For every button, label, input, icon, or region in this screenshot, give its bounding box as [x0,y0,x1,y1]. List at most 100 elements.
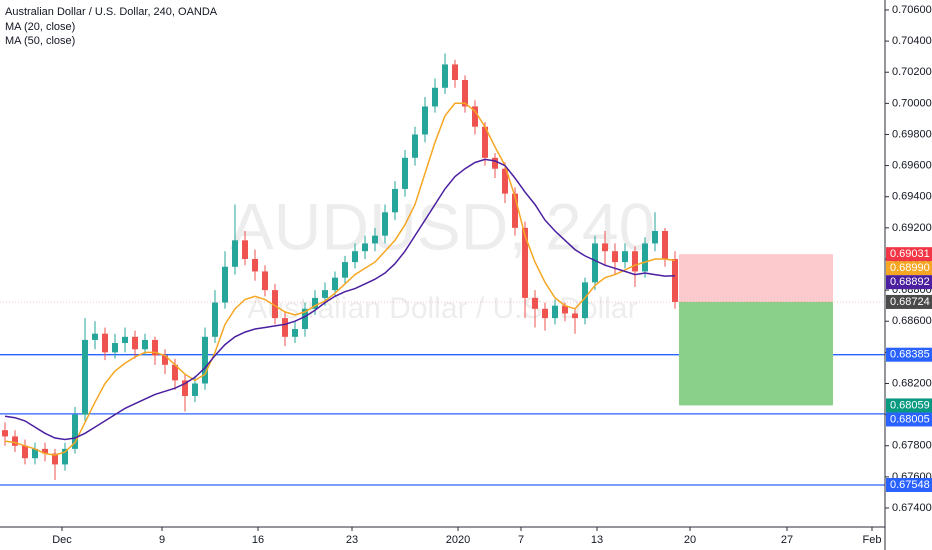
candle-body [32,448,38,459]
price-tag-label: 0.68724 [890,296,930,308]
candle-body [352,251,358,263]
candle-body [622,251,628,263]
x-tick-label: 20 [684,534,696,546]
candle-body [212,302,218,337]
candle-body [372,235,378,244]
candle-body [12,436,18,446]
price-tag [886,347,932,362]
candle-body [282,318,288,337]
candle-body [502,168,508,194]
candle-body [222,266,228,303]
x-tick-label: 16 [252,534,264,546]
candle-body [332,277,338,291]
candle-body [522,227,528,298]
price-tag [886,398,932,413]
candle-body [42,448,48,454]
candle-body [192,383,198,396]
price-tag [886,275,932,290]
candle-body [252,258,258,272]
x-tick-label: 2020 [446,534,470,546]
candle-body [22,445,28,459]
y-tick-label: 0.70400 [892,35,932,47]
candle-body [302,308,308,330]
price-tag-label: 0.67548 [890,479,930,491]
watermark: AUDUSD, 240 [230,189,656,263]
candle-body [512,193,518,228]
candle-body [652,230,658,244]
stop-zone [679,254,833,302]
candle-body [562,305,568,314]
x-tick-label: 9 [159,534,165,546]
price-tag [886,294,932,309]
x-tick-label: Dec [52,534,72,546]
candle-body [202,336,208,384]
candle-body [382,212,388,236]
candle-body [612,251,618,263]
price-tag-label: 0.68990 [890,262,930,274]
candle-body [672,258,678,302]
candle-body [62,448,68,465]
y-tick-label: 0.69600 [892,160,932,172]
candle-body [342,262,348,278]
candle-body [482,126,488,158]
candle-body [442,64,448,88]
candle-body [72,414,78,449]
candle-body [542,308,548,319]
candle-body [242,240,248,259]
x-tick-label: 7 [518,534,524,546]
price-tag [886,261,932,276]
candle-body [52,453,58,465]
time-axis [0,527,885,550]
y-tick-label: 0.67800 [892,440,932,452]
candle-body [572,313,578,319]
candle-body [662,230,668,259]
candle-body [642,243,648,272]
price-tag-label: 0.68892 [890,276,930,288]
y-tick-label: 0.70200 [892,66,932,78]
candle-body [122,336,128,344]
y-tick-label: 0.69800 [892,128,932,140]
candle-body [532,297,538,309]
candle-body [162,355,168,365]
x-tick-label: 23 [346,534,358,546]
candle-body [492,157,498,169]
candle-body [402,157,408,189]
y-tick-label: 0.68600 [892,315,932,327]
price-tag-label: 0.68385 [890,349,930,361]
candle-body [632,251,638,272]
candle-body [262,271,268,291]
candle-body [582,282,588,319]
candle-body [602,243,608,252]
candle-body [232,240,238,267]
candle-body [152,339,158,356]
price-tag-label: 0.68059 [890,399,930,411]
candle-body [322,290,328,298]
y-tick-label: 0.69400 [892,191,932,203]
price-tag [886,247,932,262]
price-tag [886,412,932,427]
candle-body [392,188,398,213]
price-tag [886,477,932,492]
candle-body [552,305,558,319]
candle-body [422,106,428,135]
moving-average [4,102,676,456]
candle-body [132,336,138,350]
x-tick-label: Feb [863,534,882,546]
candle-body [462,79,468,107]
moving-average [4,158,676,441]
legend-entry: MA (20, close) [5,21,75,33]
candle-body [172,364,178,381]
candle-body [472,106,478,127]
y-tick-label: 0.67400 [892,502,932,514]
chart-title: Australian Dollar / U.S. Dollar, 240, OA… [5,6,218,18]
price-tag-label: 0.69031 [890,248,930,260]
x-tick-label: 27 [781,534,793,546]
candle-body [292,329,298,337]
candle-body [592,243,598,283]
candle-body [182,380,188,396]
candle-body [112,343,118,353]
candle-body [452,64,458,80]
candle-body [92,333,98,340]
